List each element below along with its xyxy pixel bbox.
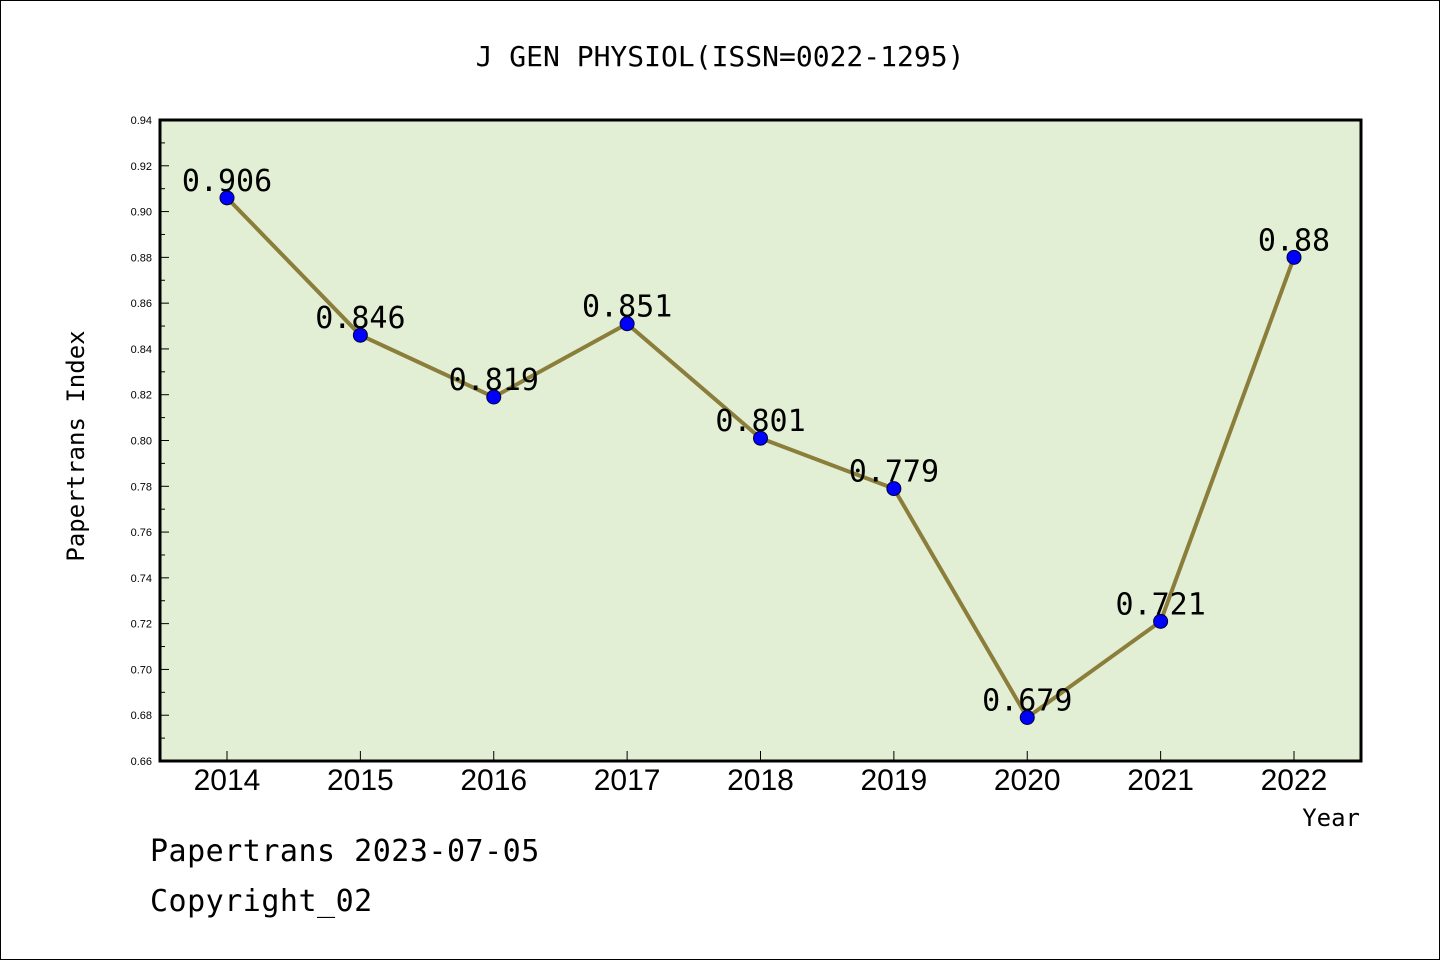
y-tick-label: 0.70	[131, 664, 152, 676]
data-point-marker	[486, 389, 502, 405]
data-point-marker	[1019, 710, 1035, 726]
data-label: 0.779	[849, 455, 939, 490]
x-tick-label: 2019	[861, 764, 928, 797]
x-tick-label: 2015	[327, 764, 394, 797]
data-label: 0.679	[982, 684, 1072, 719]
series-line-group: 0.906 0.846 0.819 0.851 0.801 0.779 0.679 0.721…	[182, 164, 1330, 726]
x-tick-label: 2020	[994, 764, 1061, 797]
y-tick-label: 0.94	[131, 115, 152, 127]
y-tick-label: 0.72	[131, 619, 152, 631]
x-tick-label: 2022	[1261, 764, 1328, 797]
data-label: 0.801	[715, 404, 805, 439]
x-tick-label: 2014	[194, 764, 261, 797]
y-tick-label: 0.84	[131, 344, 152, 356]
x-tick-label: 2018	[727, 764, 794, 797]
y-tick-label: 0.80	[131, 436, 152, 448]
y-tick-label: 0.88	[131, 252, 152, 264]
y-axis: 0.66 0.68 0.70 0.72 0.74 0.76 0.78 0.80 0.82 0.84…	[131, 115, 169, 768]
y-tick-label: 0.86	[131, 298, 152, 310]
y-axis-label: Papertrans Index	[62, 330, 90, 561]
data-point-marker	[1286, 249, 1302, 265]
chart-title: J GEN PHYSIOL(ISSN=0022-1295)	[476, 40, 965, 73]
data-point-marker	[219, 190, 235, 206]
y-tick-label: 0.74	[131, 573, 152, 585]
data-point-marker	[619, 316, 635, 332]
data-point-marker	[753, 430, 768, 446]
data-point-marker	[352, 327, 368, 343]
y-tick-label: 0.92	[131, 161, 152, 173]
x-tick-label: 2016	[460, 764, 527, 797]
footer-date: Papertrans 2023-07-05	[150, 834, 540, 869]
data-label: 0.721	[1115, 587, 1205, 622]
data-label: 0.846	[315, 301, 405, 336]
x-axis-label: Year	[1302, 804, 1360, 832]
y-tick-label: 0.68	[131, 710, 152, 722]
y-tick-label: 0.90	[131, 207, 152, 219]
data-label: 0.851	[582, 290, 672, 325]
data-point-marker	[886, 481, 902, 497]
y-tick-label: 0.76	[131, 527, 152, 539]
x-axis: 2014 2015 2016 2017 2018 2019 2020 2021 2022	[194, 751, 1328, 797]
x-tick-label: 2021	[1127, 764, 1194, 797]
x-tick-label: 2017	[594, 764, 661, 797]
footer-copyright: Copyright_02	[150, 884, 373, 919]
y-tick-label: 0.66	[131, 756, 152, 768]
data-label: 0.906	[182, 164, 272, 199]
y-tick-label: 0.82	[131, 390, 152, 402]
data-point-marker	[1153, 613, 1169, 629]
y-tick-label: 0.78	[131, 481, 152, 493]
data-label: 0.819	[449, 363, 539, 398]
data-label: 0.88	[1258, 223, 1330, 258]
